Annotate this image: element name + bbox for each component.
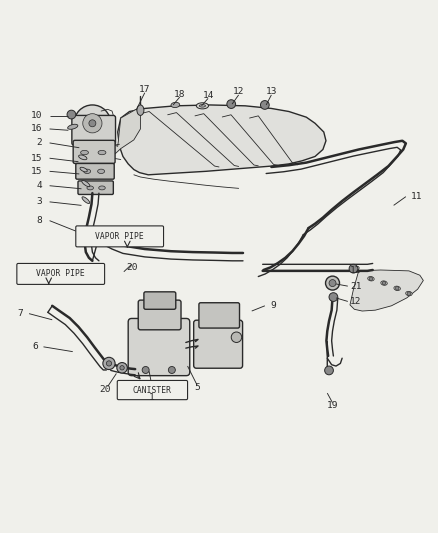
Ellipse shape [98,169,105,174]
Circle shape [142,367,149,374]
Ellipse shape [99,186,105,190]
FancyBboxPatch shape [199,303,240,328]
Circle shape [117,362,127,373]
Circle shape [396,287,399,290]
Ellipse shape [199,104,205,107]
FancyBboxPatch shape [78,181,113,195]
Text: 18: 18 [174,90,185,99]
Text: 12: 12 [233,87,244,96]
Circle shape [74,105,111,142]
Text: 16: 16 [31,125,42,133]
Ellipse shape [381,281,387,285]
Ellipse shape [84,169,91,174]
FancyBboxPatch shape [138,300,181,330]
FancyBboxPatch shape [76,164,114,179]
Text: VAPOR PIPE: VAPOR PIPE [95,232,144,241]
Ellipse shape [367,277,374,281]
Circle shape [325,276,339,290]
Ellipse shape [171,102,180,108]
Text: 9: 9 [271,301,276,310]
Circle shape [89,120,96,127]
Circle shape [329,280,336,287]
Text: 10: 10 [31,111,42,120]
Text: 11: 11 [411,192,423,201]
Text: 17: 17 [139,85,151,94]
Text: 6: 6 [32,342,38,351]
Ellipse shape [406,292,412,296]
Text: 13: 13 [265,87,277,96]
Ellipse shape [98,150,106,155]
Circle shape [106,361,112,366]
Text: 21: 21 [350,281,361,290]
Ellipse shape [80,167,87,172]
Circle shape [329,293,338,302]
Circle shape [349,264,358,273]
Circle shape [67,110,76,119]
Ellipse shape [82,181,90,187]
Ellipse shape [82,197,90,204]
Text: 14: 14 [202,91,214,100]
Text: 5: 5 [194,383,200,392]
Text: 7: 7 [18,309,23,318]
Text: 8: 8 [36,216,42,225]
Text: 3: 3 [36,197,42,206]
FancyBboxPatch shape [194,320,243,368]
FancyBboxPatch shape [76,226,163,247]
Text: 20: 20 [99,385,110,394]
Circle shape [231,332,242,343]
Circle shape [382,281,386,285]
Ellipse shape [394,286,400,290]
Ellipse shape [137,105,144,116]
Polygon shape [118,105,326,175]
Ellipse shape [78,155,87,160]
Polygon shape [112,109,141,154]
Polygon shape [350,270,424,311]
FancyBboxPatch shape [144,292,176,309]
Text: 15: 15 [31,154,42,163]
FancyBboxPatch shape [72,116,116,145]
Ellipse shape [87,186,93,190]
Ellipse shape [196,103,208,109]
Text: 2: 2 [36,139,42,148]
FancyBboxPatch shape [17,263,105,285]
Text: CANISTER: CANISTER [133,385,172,394]
Circle shape [168,367,175,374]
Text: 19: 19 [327,401,338,410]
Ellipse shape [81,150,88,155]
FancyBboxPatch shape [73,140,115,164]
Circle shape [261,101,269,109]
Circle shape [407,292,411,295]
Text: 20: 20 [126,263,138,272]
Circle shape [103,357,115,369]
Circle shape [227,100,236,108]
Text: VAPOR PIPE: VAPOR PIPE [36,269,85,278]
Circle shape [369,277,373,280]
FancyBboxPatch shape [128,318,190,376]
Text: 1: 1 [148,393,154,402]
Circle shape [83,114,102,133]
Circle shape [325,366,333,375]
FancyBboxPatch shape [117,381,187,400]
Text: 15: 15 [31,167,42,176]
Ellipse shape [67,124,78,130]
Text: 12: 12 [350,266,361,276]
Circle shape [120,366,124,370]
Text: 4: 4 [36,181,42,190]
Text: 12: 12 [350,297,361,306]
